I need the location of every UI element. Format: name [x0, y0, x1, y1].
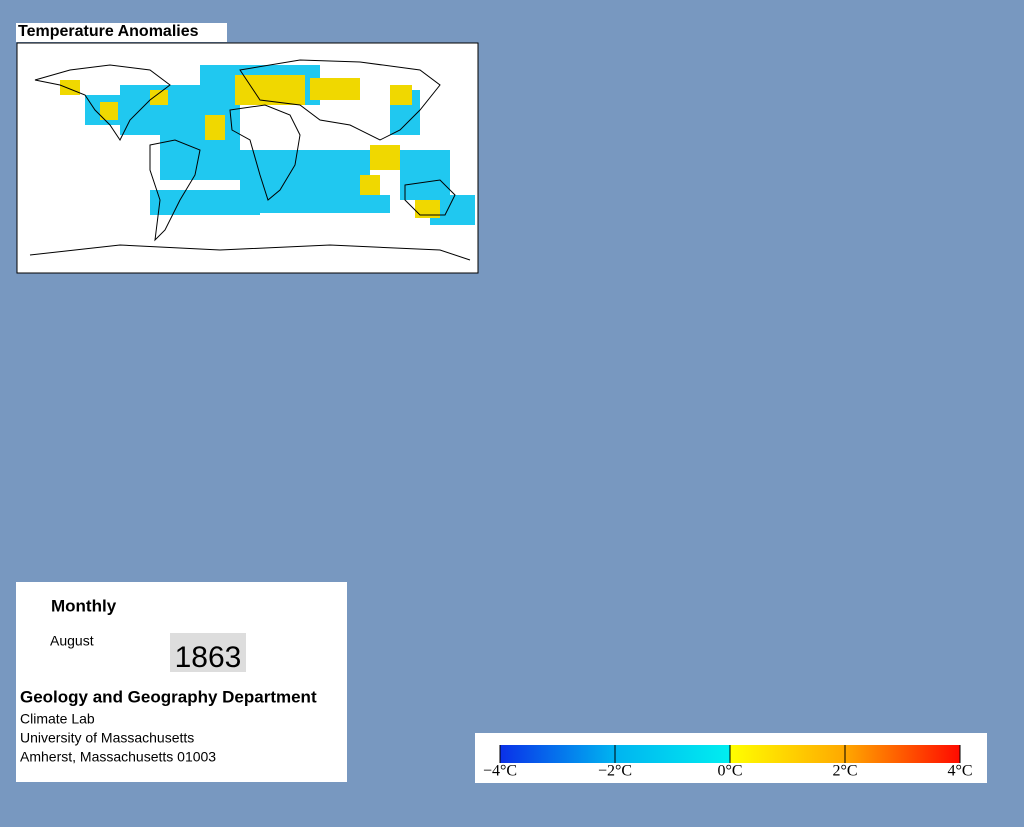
colorbar-tick-label: 4°C [947, 763, 972, 780]
colorbar-tick-label: −4°C [483, 763, 517, 780]
title-bg [16, 23, 227, 42]
info-panel [16, 582, 347, 782]
university: University of Massachusetts [20, 730, 194, 746]
warm-anomalies [60, 75, 440, 218]
address: Amherst, Massachusetts 01003 [20, 749, 216, 765]
coastlines [29, 59, 471, 261]
period: Monthly [51, 596, 117, 615]
year: 1863 [175, 641, 242, 674]
year-bg [170, 633, 246, 672]
map-title: Temperature Anomalies [18, 23, 199, 40]
colorbar-tick-label: 0°C [717, 763, 742, 780]
map [16, 42, 479, 274]
colorbar-tick-label: −2°C [598, 763, 632, 780]
department: Geology and Geography Department [20, 687, 317, 706]
month: August [50, 633, 94, 649]
colorbar-tick-label: 2°C [832, 763, 857, 780]
lab: Climate Lab [20, 711, 95, 727]
